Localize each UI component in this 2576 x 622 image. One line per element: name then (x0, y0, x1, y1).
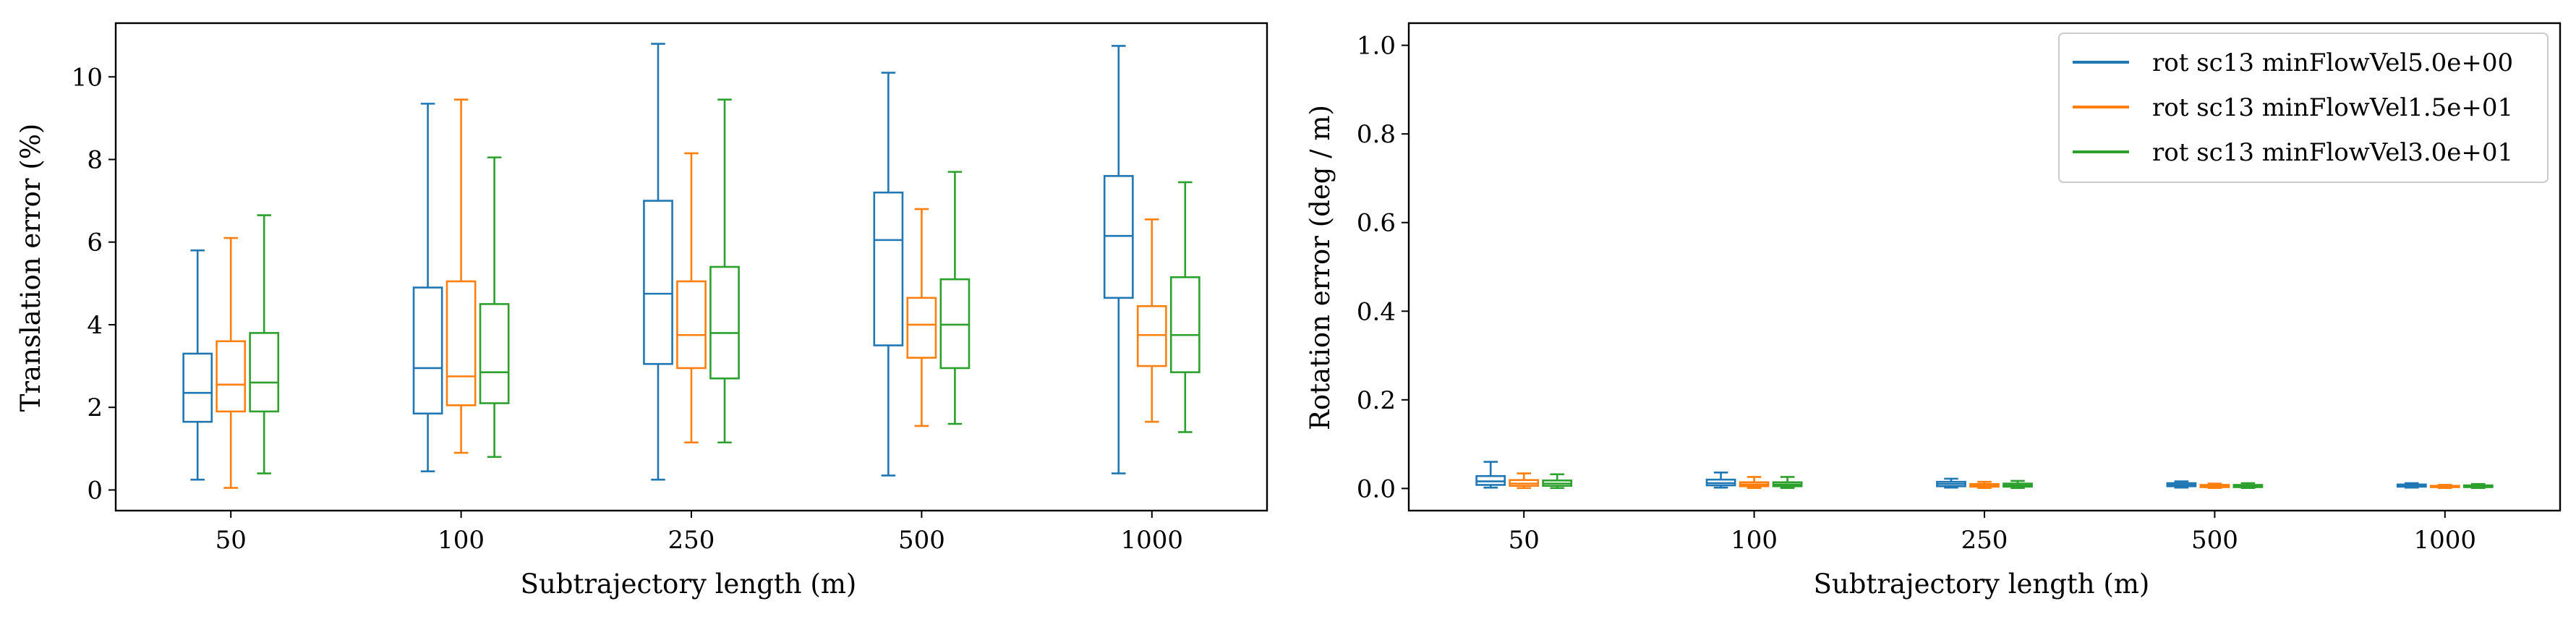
box-iqr (182, 352, 213, 423)
rotation-error-box-250-series-2 (2003, 480, 2033, 490)
rotation-error-box-100-series-2 (1772, 476, 1803, 490)
translation-error-x-tick-label: 250 (668, 526, 715, 555)
box-iqr (412, 286, 443, 415)
box-iqr (445, 280, 477, 406)
rotation-error-boxes (1475, 461, 2494, 490)
rotation-error-x-ticks: 50 100 250 500 1000 (1509, 511, 2476, 555)
box-iqr (216, 340, 247, 413)
rotation-error-x-tick-label: 50 (1509, 526, 1540, 555)
box-iqr (249, 332, 280, 413)
box-iqr (1169, 276, 1200, 373)
translation-error-x-ticks: 50 100 250 500 1000 (216, 511, 1183, 555)
translation-error-box-250-series-1 (676, 152, 707, 444)
box-iqr (676, 280, 707, 370)
rotation-error-x-axis-label: Subtrajectory length (m) (1814, 568, 2150, 600)
rotation-error-y-tick-label: 0.4 (1357, 297, 1396, 326)
box-iqr (873, 191, 904, 346)
rotation-error-box-1000-series-0 (2396, 482, 2427, 489)
legend-entry-0: rot sc13 minFlowVel5.0e+00 (2073, 48, 2513, 77)
rotation-error-box-1000-series-2 (2462, 482, 2494, 490)
rotation-error-y-tick-label: 0.2 (1357, 386, 1396, 415)
translation-error-box-250-series-0 (643, 43, 673, 481)
rotation-error-box-500-series-0 (2166, 480, 2197, 489)
translation-error-x-tick-label: 100 (438, 526, 485, 555)
rotation-error-box-250-series-0 (1936, 477, 1966, 489)
rotation-error-box-50-series-0 (1475, 461, 1506, 489)
rotation-error-box-100-series-0 (1705, 472, 1736, 489)
translation-error-panel: 0 2 4 6 8 10 50 100 250 500 1000 Subtrajectory le… (15, 22, 1268, 600)
rotation-error-x-tick-label: 250 (1961, 526, 2008, 555)
translation-error-box-50-series-2 (249, 214, 280, 474)
translation-error-box-1000-series-2 (1169, 181, 1200, 433)
translation-error-y-tick-label: 0 (87, 476, 103, 505)
translation-error-box-100-series-0 (412, 103, 443, 473)
rotation-error-box-50-series-2 (1542, 473, 1573, 490)
legend-entry-1: rot sc13 minFlowVel1.5e+01 (2073, 93, 2513, 122)
translation-error-box-50-series-1 (216, 237, 247, 489)
rotation-error-y-tick-label: 0.0 (1357, 474, 1396, 503)
translation-error-box-500-series-0 (873, 72, 904, 477)
translation-error-box-500-series-1 (906, 208, 937, 427)
rotation-error-y-tick-label: 0.8 (1357, 120, 1396, 149)
box-iqr (479, 303, 510, 404)
translation-error-box-500-series-2 (939, 171, 971, 425)
translation-error-y-ticks: 0 2 4 6 8 10 (72, 63, 116, 505)
translation-error-x-tick-label: 500 (898, 526, 945, 555)
rotation-error-box-50-series-1 (1509, 472, 1540, 490)
rotation-error-y-ticks: 0.0 0.2 0.4 0.6 0.8 1.0 (1357, 32, 1409, 503)
translation-error-box-1000-series-1 (1136, 218, 1167, 423)
box-iqr (709, 265, 740, 380)
rotation-error-box-500-series-1 (2199, 482, 2230, 490)
box-iqr (1103, 175, 1134, 299)
translation-error-box-1000-series-0 (1103, 45, 1134, 474)
box-iqr (906, 297, 937, 359)
rotation-error-x-tick-label: 500 (2191, 526, 2238, 555)
rotation-error-box-500-series-2 (2232, 482, 2264, 490)
translation-error-x-tick-label: 1000 (1121, 526, 1184, 555)
rotation-error-box-100-series-1 (1739, 476, 1770, 490)
translation-error-box-250-series-2 (709, 98, 740, 444)
rotation-error-box-250-series-1 (1969, 480, 2000, 490)
rotation-error-box-1000-series-1 (2429, 484, 2460, 490)
legend-label-2: rot sc13 minFlowVel3.0e+01 (2152, 138, 2513, 167)
translation-error-x-tick-label: 50 (216, 526, 247, 555)
rotation-error-panel: 0.0 0.2 0.4 0.6 0.8 1.0 50 100 250 500 1000 Subtr… (1305, 22, 2562, 600)
rotation-error-y-tick-label: 0.6 (1357, 209, 1396, 238)
box-iqr (643, 200, 673, 365)
translation-error-boxes (182, 43, 1200, 489)
rotation-error-x-tick-label: 1000 (2414, 526, 2477, 555)
legend: rot sc13 minFlowVel5.0e+00 rot sc13 minF… (2058, 33, 2549, 183)
translation-error-y-axis-label: Translation error (%) (15, 124, 46, 412)
translation-error-box-100-series-1 (445, 98, 477, 454)
legend-frame (2058, 33, 2549, 183)
box-iqr (1136, 304, 1167, 367)
translation-error-x-axis-label: Subtrajectory length (m) (521, 568, 857, 600)
rotation-error-y-axis-label: Rotation error (deg / m) (1305, 105, 1336, 430)
translation-error-y-tick-label: 6 (87, 229, 103, 257)
translation-error-y-tick-label: 4 (87, 311, 103, 340)
translation-error-y-tick-label: 10 (72, 63, 103, 92)
translation-error-box-100-series-2 (479, 156, 510, 459)
legend-label-0: rot sc13 minFlowVel5.0e+00 (2152, 48, 2513, 77)
legend-label-1: rot sc13 minFlowVel1.5e+01 (2152, 93, 2513, 122)
translation-error-y-tick-label: 2 (87, 393, 103, 422)
rotation-error-y-tick-label: 1.0 (1357, 32, 1396, 61)
legend-entry-2: rot sc13 minFlowVel3.0e+01 (2073, 138, 2513, 167)
box-iqr (939, 278, 971, 370)
translation-error-box-50-series-0 (182, 249, 213, 481)
rotation-error-x-tick-label: 100 (1731, 526, 1778, 555)
translation-error-y-tick-label: 8 (87, 145, 103, 174)
